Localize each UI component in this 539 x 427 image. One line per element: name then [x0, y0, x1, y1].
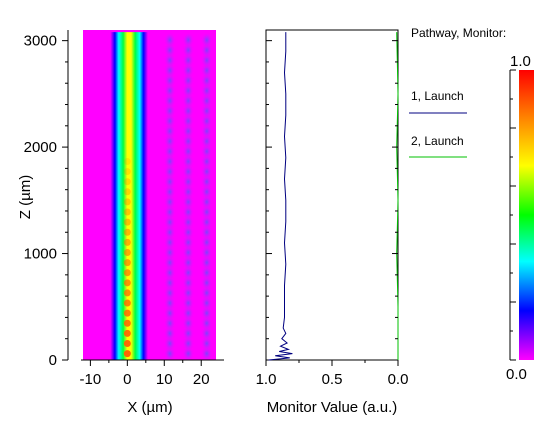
interference-blob	[163, 32, 176, 49]
interference-blob	[200, 32, 213, 49]
core-hotspot	[123, 248, 131, 256]
monitor-x-tick-label: 1.0	[256, 371, 277, 388]
legend: Pathway, Monitor: 1, Launch 2, Launch	[409, 26, 506, 158]
interference-blob	[182, 32, 195, 49]
legend-title: Pathway, Monitor:	[411, 26, 506, 40]
y-tick-label: 1000	[24, 246, 57, 263]
x-tick-label: 20	[193, 371, 210, 388]
core-hotspot	[123, 178, 131, 186]
legend-entry-2: 2, Launch	[411, 134, 464, 148]
monitor-x-tick-label: 0.0	[388, 371, 409, 388]
series-line-1	[268, 32, 293, 361]
core-hotspot	[123, 218, 131, 226]
core-hotspot	[123, 198, 131, 206]
heatmap-interference-pattern	[163, 32, 213, 360]
heatmap-y-axis-label: Z (µm)	[17, 175, 34, 219]
core-hotspot	[123, 309, 131, 317]
core-hotspot	[123, 299, 131, 307]
y-tick-label: 2000	[24, 139, 57, 156]
core-hotspot	[123, 340, 131, 347]
core-hotspot	[123, 208, 131, 216]
core-hotspot	[123, 329, 131, 337]
heatmap-axes: -10 0 10 20 0 1000 2000 3000	[24, 30, 224, 388]
colorbar-min-label: 0.0	[506, 366, 527, 383]
core-hotspot	[123, 319, 131, 327]
core-hotspot	[123, 157, 131, 165]
core-hotspot	[123, 228, 131, 236]
monitor-series	[268, 32, 399, 361]
x-tick-label: 0	[123, 371, 131, 388]
core-hotspot	[123, 188, 131, 196]
monitor-x-tick-label: 0.5	[322, 371, 343, 388]
monitor-x-axis-label: Monitor Value (a.u.)	[267, 399, 398, 416]
core-hotspot	[123, 269, 131, 277]
core-hotspot	[123, 350, 131, 358]
heatmap-background	[83, 30, 216, 360]
core-hotspot	[123, 289, 131, 297]
series-line-2	[396, 32, 399, 360]
monitor-axes: 1.0 0.5 0.0	[256, 40, 409, 388]
x-tick-label: -10	[80, 371, 102, 388]
legend-entry-1: 1, Launch	[411, 89, 464, 103]
core-hotspot	[123, 238, 131, 246]
x-tick-label: 10	[156, 371, 173, 388]
core-hotspot	[123, 279, 131, 287]
y-tick-label: 3000	[24, 33, 57, 50]
monitor-plot-frame	[265, 29, 399, 361]
heatmap-panel	[83, 30, 216, 361]
heatmap-hotspots	[123, 157, 131, 358]
y-tick-label: 0	[49, 352, 57, 369]
heatmap-x-axis-label: X (µm)	[127, 399, 172, 416]
core-hotspot	[123, 259, 131, 267]
colorbar-ticks	[510, 69, 516, 361]
colorbar: 1.0 0.0	[506, 53, 534, 383]
colorbar-gradient	[519, 70, 534, 360]
colorbar-max-label: 1.0	[510, 53, 531, 70]
core-hotspot	[123, 168, 131, 176]
